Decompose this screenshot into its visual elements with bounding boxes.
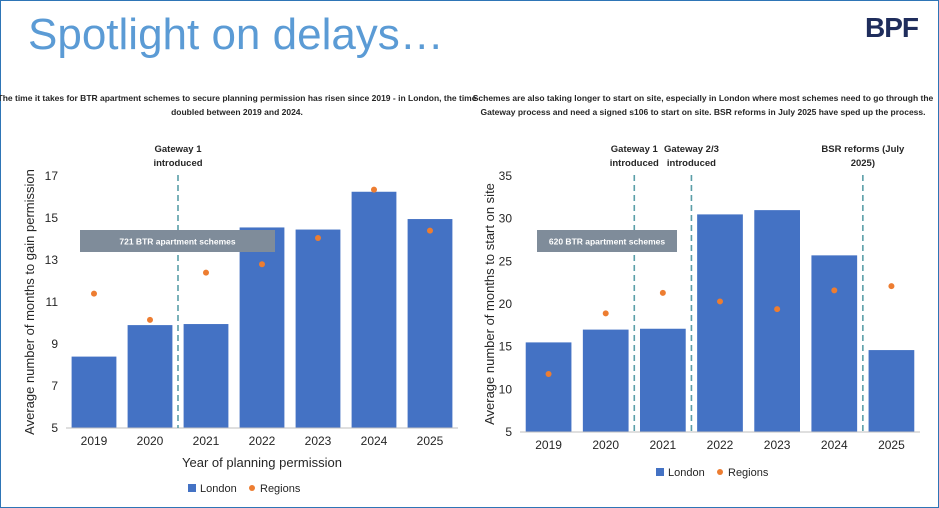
chart-1-marker-label-1: introduced [153,158,202,169]
chart-2-x-tick: 2025 [878,438,905,452]
chart-2-x-tick: 2021 [650,438,677,452]
chart-1-y-tick: 11 [46,295,59,309]
chart-2-bar-2019 [525,342,572,432]
chart-1-y-label: Average number of months to gain permiss… [22,169,37,435]
chart-1-y-tick: 13 [45,253,59,267]
chart-2-badge-label: 620 BTR apartment schemes [549,237,665,247]
chart-2-legend-regions-swatch [717,469,723,475]
chart-1-point-2023 [315,234,321,241]
chart-2-legend-regions: Regions [728,467,769,479]
chart-2-legend-london: London [668,467,705,479]
chart-2-y-tick: 20 [499,297,513,311]
chart-1-bar-2022 [239,227,285,428]
chart-1-y-tick: 17 [45,169,59,183]
chart-1-x-tick: 2020 [137,434,164,448]
chart-1-x-tick: 2025 [417,434,444,448]
chart-2-x-tick: 2023 [764,438,791,452]
chart-2-bar-2020 [582,329,629,432]
chart-2-point-2020 [602,310,609,317]
chart-1-point-2019 [91,290,97,297]
chart-1-x-tick: 2023 [305,434,332,448]
chart-1-bar-2021 [183,324,229,428]
chart-2-point-2021 [659,289,666,296]
chart-1-x-label: Year of planning permission [182,455,342,470]
chart-1-y-tick: 15 [45,211,59,225]
chart-2-x-tick: 2024 [821,438,848,452]
chart-2-marker-label-3: BSR reforms (July [821,144,905,155]
chart-2-subtitle-line: Schemes are also taking longer to start … [473,93,934,103]
chart-2-bar-2024 [811,255,858,432]
chart-1-x-tick: 2021 [193,434,220,448]
chart-2-y-tick: 5 [505,425,512,439]
chart-1-legend-regions: Regions [260,483,301,495]
chart-2-bar-2025 [868,350,915,432]
chart-1-bar-2019 [71,356,117,428]
chart-2-bar-2021 [640,328,686,432]
chart-1-subtitle-line: The time it takes for BTR apartment sche… [0,93,477,103]
chart-1-legend-regions-swatch [249,485,255,491]
chart-1-legend-london-swatch [188,484,196,492]
chart-1-y-tick: 5 [51,421,58,435]
chart-2-marker-label-3: 2025) [851,158,875,169]
chart-1-point-2022 [259,261,265,268]
chart-1-y-tick: 7 [51,379,58,393]
chart-1-x-tick: 2019 [81,434,108,448]
chart-2-point-2024 [831,287,838,294]
chart-2-y-label: Average number of months to start on sit… [482,183,497,425]
chart-1-point-2020 [147,316,153,323]
chart-2-marker-label-2: Gateway 2/3 [664,144,719,155]
chart-1-legend-london: London [200,483,237,495]
chart-1-bar-2024 [351,191,397,428]
chart-1-marker-label-1: Gateway 1 [155,144,203,155]
chart-1-x-tick: 2024 [361,434,388,448]
chart-2-marker-label-1: introduced [610,158,659,169]
chart-2-x-tick: 2020 [592,438,619,452]
chart-1-badge-label: 721 BTR apartment schemes [119,237,235,247]
chart-1-bar-2020 [127,325,173,428]
chart-2-legend-london-swatch [656,468,664,476]
chart-1-bar-2025 [407,219,453,428]
chart-2-marker-label-1: Gateway 1 [611,144,659,155]
chart-2-point-2023 [774,306,781,313]
chart-1-point-2021 [203,269,209,276]
chart-2-point-2022 [717,298,723,305]
chart-2-y-tick: 30 [499,212,513,226]
chart-2-point-2025 [888,283,895,290]
chart-1-badge-box [80,230,275,252]
chart-1-subtitle-line: doubled between 2019 and 2024. [171,107,303,117]
chart-2-y-tick: 10 [499,382,513,396]
chart-2-bar-2022 [697,214,743,432]
chart-2-point-2019 [545,370,552,377]
chart-2-subtitle-line: Gateway process and need a signed s106 t… [481,107,926,117]
chart-2-y-tick: 25 [499,254,513,268]
chart-1-y-tick: 9 [51,337,58,351]
chart-2-badge-box [537,230,677,252]
chart-2-marker-label-2: introduced [667,158,716,169]
bpf-logo: BPF [865,12,919,43]
chart-1-point-2024 [371,186,377,193]
chart-2-y-tick: 35 [499,169,513,183]
chart-2-y-tick: 15 [499,340,513,354]
slide-title: Spotlight on delays… [28,10,444,59]
chart-1-bar-2023 [295,229,341,428]
chart-2-x-tick: 2019 [535,438,562,452]
chart-1-point-2025 [427,227,433,234]
chart-2-x-tick: 2022 [707,438,734,452]
chart-2-bar-2023 [754,210,800,432]
chart-1-x-tick: 2022 [249,434,276,448]
